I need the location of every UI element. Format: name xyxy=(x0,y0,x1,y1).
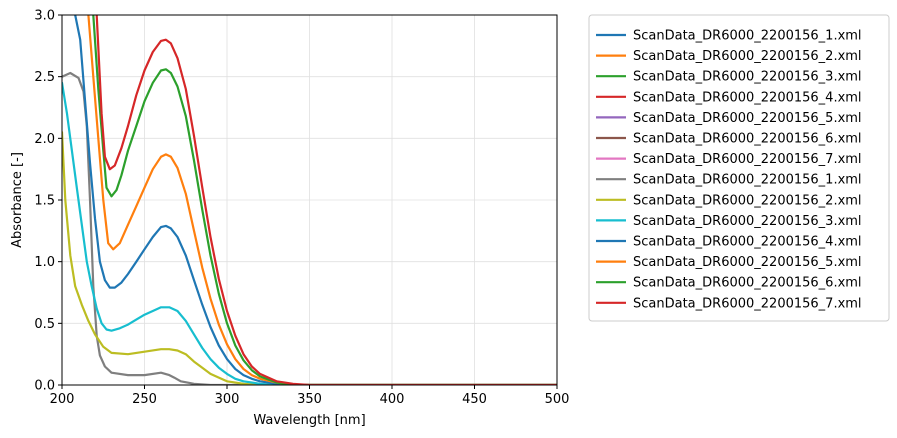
legend-entry-5: ScanData_DR6000_2200156_5.xml xyxy=(633,111,862,126)
y-tick-label: 0.5 xyxy=(34,317,55,332)
legend-entry-14: ScanData_DR6000_2200156_7.xml xyxy=(633,296,862,311)
grid xyxy=(61,14,558,386)
x-tick-label: 250 xyxy=(132,392,157,407)
x-tick-label: 400 xyxy=(380,392,405,407)
x-tick-label: 450 xyxy=(462,392,487,407)
legend-entry-1: ScanData_DR6000_2200156_1.xml xyxy=(633,29,862,44)
legend-entry-2: ScanData_DR6000_2200156_2.xml xyxy=(633,49,862,64)
legend-entry-6: ScanData_DR6000_2200156_6.xml xyxy=(633,132,862,147)
legend-entry-12: ScanData_DR6000_2200156_5.xml xyxy=(633,255,862,270)
series-layer xyxy=(62,15,557,385)
x-axis-label: Wavelength [nm] xyxy=(253,413,365,428)
x-axis: 200 250 300 350 400 450 500 xyxy=(50,385,570,407)
y-tick-label: 0.0 xyxy=(34,379,55,394)
x-tick-label: 200 xyxy=(50,392,75,407)
legend-entry-11: ScanData_DR6000_2200156_4.xml xyxy=(633,235,862,250)
y-tick-label: 2.5 xyxy=(34,70,55,85)
series-line-9 xyxy=(62,131,557,385)
legend: ScanData_DR6000_2200156_1.xml ScanData_DR… xyxy=(588,14,890,322)
series-line-11 xyxy=(74,15,557,385)
legend-entry-7: ScanData_DR6000_2200156_7.xml xyxy=(633,152,862,167)
y-axis-label: Absorbance [-] xyxy=(10,152,25,248)
series-line-14 xyxy=(95,15,557,385)
x-tick-label: 350 xyxy=(297,392,322,407)
y-tick-label: 1.0 xyxy=(34,255,55,270)
x-tick-label: 300 xyxy=(215,392,240,407)
y-tick-label: 3.0 xyxy=(34,9,55,24)
legend-entry-4: ScanData_DR6000_2200156_4.xml xyxy=(633,90,862,105)
series-line-12 xyxy=(87,15,557,385)
legend-entry-3: ScanData_DR6000_2200156_3.xml xyxy=(633,70,862,85)
x-tick-label: 500 xyxy=(545,392,570,407)
legend-entry-13: ScanData_DR6000_2200156_6.xml xyxy=(633,276,862,291)
y-tick-label: 2.0 xyxy=(34,132,55,147)
series-line-13 xyxy=(92,15,557,385)
y-axis: 0.0 0.5 1.0 1.5 2.0 2.5 3.0 xyxy=(34,9,62,394)
legend-entry-10: ScanData_DR6000_2200156_3.xml xyxy=(633,214,862,229)
legend-entry-9: ScanData_DR6000_2200156_2.xml xyxy=(633,193,862,208)
legend-frame xyxy=(588,14,890,322)
y-tick-label: 1.5 xyxy=(34,194,55,209)
legend-entry-8: ScanData_DR6000_2200156_1.xml xyxy=(633,173,862,188)
series-line-10 xyxy=(62,81,557,385)
